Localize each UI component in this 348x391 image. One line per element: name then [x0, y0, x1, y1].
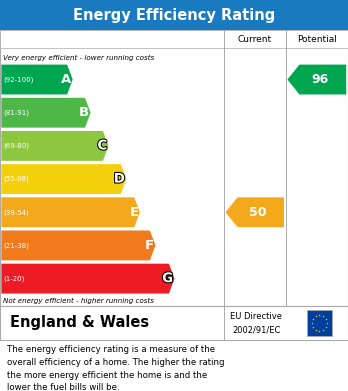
Polygon shape — [1, 264, 174, 294]
Text: EU Directive: EU Directive — [230, 312, 282, 321]
Text: Current: Current — [238, 35, 272, 44]
Polygon shape — [1, 164, 126, 194]
Text: England & Wales: England & Wales — [10, 316, 150, 330]
Text: (92-100): (92-100) — [3, 76, 34, 83]
Text: The energy efficiency rating is a measure of the
overall efficiency of a home. T: The energy efficiency rating is a measur… — [7, 345, 224, 391]
Polygon shape — [287, 65, 346, 95]
Polygon shape — [1, 231, 156, 260]
Text: Very energy efficient - lower running costs: Very energy efficient - lower running co… — [3, 55, 155, 61]
Text: (21-38): (21-38) — [3, 242, 29, 249]
Text: 96: 96 — [312, 73, 329, 86]
Polygon shape — [1, 131, 109, 161]
Text: Energy Efficiency Rating: Energy Efficiency Rating — [73, 8, 275, 23]
Text: Not energy efficient - higher running costs: Not energy efficient - higher running co… — [3, 298, 155, 304]
Text: (81-91): (81-91) — [3, 109, 30, 116]
Bar — [0, 30, 348, 48]
Text: 50: 50 — [250, 206, 267, 219]
Bar — [0, 0, 348, 30]
Text: (69-80): (69-80) — [3, 143, 30, 149]
Bar — [307, 310, 332, 336]
Polygon shape — [1, 197, 140, 227]
Bar — [0, 30, 348, 306]
Text: C: C — [97, 140, 107, 152]
Text: (55-68): (55-68) — [3, 176, 29, 182]
Text: 2002/91/EC: 2002/91/EC — [232, 325, 280, 334]
Bar — [0, 306, 348, 340]
Text: E: E — [129, 206, 139, 219]
Text: (39-54): (39-54) — [3, 209, 29, 215]
Polygon shape — [226, 197, 284, 227]
Polygon shape — [1, 65, 73, 95]
Polygon shape — [1, 98, 90, 127]
Text: D: D — [114, 172, 125, 186]
Text: G: G — [162, 272, 173, 285]
Text: B: B — [79, 106, 89, 119]
Text: Potential: Potential — [297, 35, 337, 44]
Text: (1-20): (1-20) — [3, 275, 25, 282]
Text: F: F — [145, 239, 154, 252]
Text: A: A — [61, 73, 71, 86]
